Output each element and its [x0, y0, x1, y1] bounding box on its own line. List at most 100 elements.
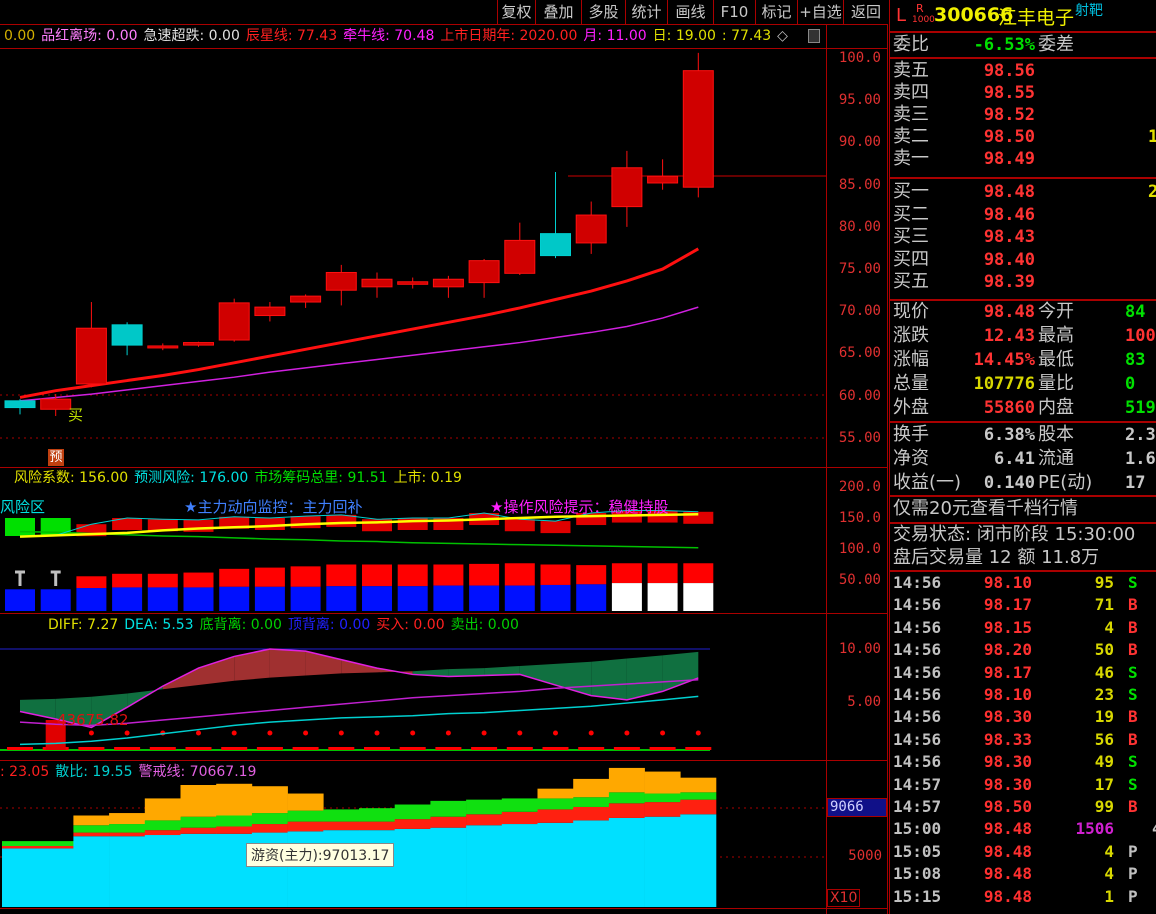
risk-bar-lower	[397, 586, 428, 611]
indicator-value: : 23.05	[0, 764, 50, 780]
risk-bar-upper	[290, 566, 321, 587]
stat-value: 83	[1125, 350, 1146, 370]
book-price: 98.39	[983, 272, 1035, 292]
book-label: 买一	[893, 181, 929, 202]
r-flag: R	[916, 2, 924, 15]
chip-cyan-block	[466, 825, 503, 907]
book-price: 98.43	[983, 227, 1035, 247]
chip-red-block	[608, 803, 645, 818]
trade-status: 交易状态: 闭市阶段 15:30:00	[893, 524, 1136, 545]
chip-red-block	[573, 806, 610, 821]
toolbar-button-4[interactable]: 画线	[667, 0, 713, 25]
chip-cyan-block	[573, 820, 610, 907]
risk-bar-lower	[219, 586, 250, 611]
tick-volume: 99	[1094, 797, 1114, 816]
indicator-value: 顶背离: 0.00	[287, 617, 371, 633]
l-flag: L	[896, 5, 907, 26]
toolbar-button-3[interactable]: 统计	[625, 0, 667, 25]
chip-green-block	[144, 820, 181, 831]
macd-bar	[685, 747, 712, 750]
chip-green-block	[287, 810, 324, 822]
candle	[75, 327, 107, 385]
tick-price: 98.48	[983, 819, 1032, 839]
tick-time: 14:56	[893, 662, 942, 682]
after-hours-volume: 盘后交易量 12 额 11.8万	[893, 547, 1100, 568]
stat-value: 0	[1125, 374, 1136, 394]
weibi-label: 委比	[893, 34, 929, 55]
tick-volume: 71	[1094, 595, 1114, 615]
risk-bar-upper	[504, 563, 535, 586]
tick-volume: 95	[1094, 573, 1114, 592]
tick-price: 98.30	[983, 774, 1032, 794]
chip-green-block	[323, 809, 360, 822]
risk-bar-upper	[362, 564, 392, 587]
toolbar-button-0[interactable]: 复权	[497, 0, 535, 25]
chart-canvas[interactable]	[0, 0, 826, 914]
chip-indicator-line: : 23.05 散比: 19.55 警戒线: 70667.19	[0, 763, 262, 781]
tick-row: 14:56 98.20 50 B	[890, 639, 1156, 661]
chip-cyan-block	[144, 835, 181, 907]
risk-bar-upper	[683, 563, 714, 584]
toolbar-button-7[interactable]: +自选	[797, 0, 843, 25]
toolbar-button-8[interactable]: 返回	[843, 0, 888, 25]
ma-purple-line	[19, 306, 699, 402]
panel-toggle-icon[interactable]	[808, 29, 820, 43]
chip-orange-block	[537, 788, 574, 799]
tick-volume: 56	[1094, 729, 1114, 749]
tick-row: 15:00 98.48 1506 4	[890, 818, 1156, 840]
chip-red-block	[394, 819, 431, 829]
macd-ribbon	[20, 698, 56, 719]
ma-red-line	[19, 247, 700, 399]
toolbar-button-2[interactable]: 多股	[581, 0, 625, 25]
tick-time: 14:56	[893, 573, 942, 592]
weicha-label: 委差	[1038, 34, 1074, 55]
stat-label: 换手	[893, 424, 929, 445]
chip-red-block	[501, 811, 538, 825]
stat-value: 6.41	[994, 449, 1035, 469]
tick-flag: B	[1128, 729, 1138, 749]
chip-red-block	[144, 830, 181, 836]
tick-flag: S	[1128, 573, 1138, 592]
tick-price: 98.20	[983, 640, 1032, 660]
indicator-value: DIFF: 7.27	[48, 617, 119, 633]
book-price: 98.55	[983, 83, 1035, 103]
diff-line	[19, 648, 699, 729]
macd-dot	[481, 730, 487, 736]
chip-cyan-block	[37, 848, 74, 907]
stat-label: 涨幅	[893, 349, 929, 370]
chip-orange-block	[680, 777, 717, 793]
toolbar-button-6[interactable]: 标记	[755, 0, 797, 25]
stock-code: 300666	[934, 4, 1014, 26]
toolbar-button-5[interactable]: F10	[713, 0, 755, 25]
chip-green-block	[251, 813, 288, 825]
price-tick: 65.00	[838, 345, 881, 362]
indicator-value: 风险系数: 156.00	[14, 470, 129, 486]
macd-bar	[221, 747, 248, 750]
chip-red-block	[323, 821, 360, 831]
book-price: 98.50	[983, 127, 1035, 147]
macd-dot	[267, 730, 273, 736]
tick-row: 14:57 98.30 17 S	[890, 774, 1156, 796]
macd-ribbon	[519, 663, 556, 686]
tick-time: 15:00	[893, 819, 942, 839]
book-label: 买二	[893, 203, 929, 225]
indicator-value: DEA: 5.53	[124, 617, 194, 633]
risk-bar-lower	[647, 583, 678, 611]
indicator-value: 辰星线: 77.43	[245, 28, 338, 44]
tick-time: 15:15	[893, 886, 942, 906]
tick-price: 98.33	[983, 729, 1032, 749]
scale-button[interactable]: X10	[827, 889, 861, 907]
risk-bar-lower	[540, 584, 571, 611]
chip-green-block	[394, 804, 431, 820]
indicator-value: 日: 19.00	[652, 28, 716, 44]
stat-label: 今开	[1038, 301, 1074, 322]
macd-bar	[7, 747, 33, 750]
macd-bar	[399, 747, 426, 750]
toolbar-button-1[interactable]: 叠加	[535, 0, 581, 25]
risk-bar-upper	[433, 564, 464, 586]
tick-flag: S	[1128, 662, 1138, 682]
risk-tick: 200.0	[838, 479, 881, 495]
promo-link[interactable]: 仅需20元查看千档行情	[893, 498, 1078, 519]
stat-label: 内盘	[1038, 397, 1074, 418]
risk-bar-lower	[183, 587, 214, 611]
